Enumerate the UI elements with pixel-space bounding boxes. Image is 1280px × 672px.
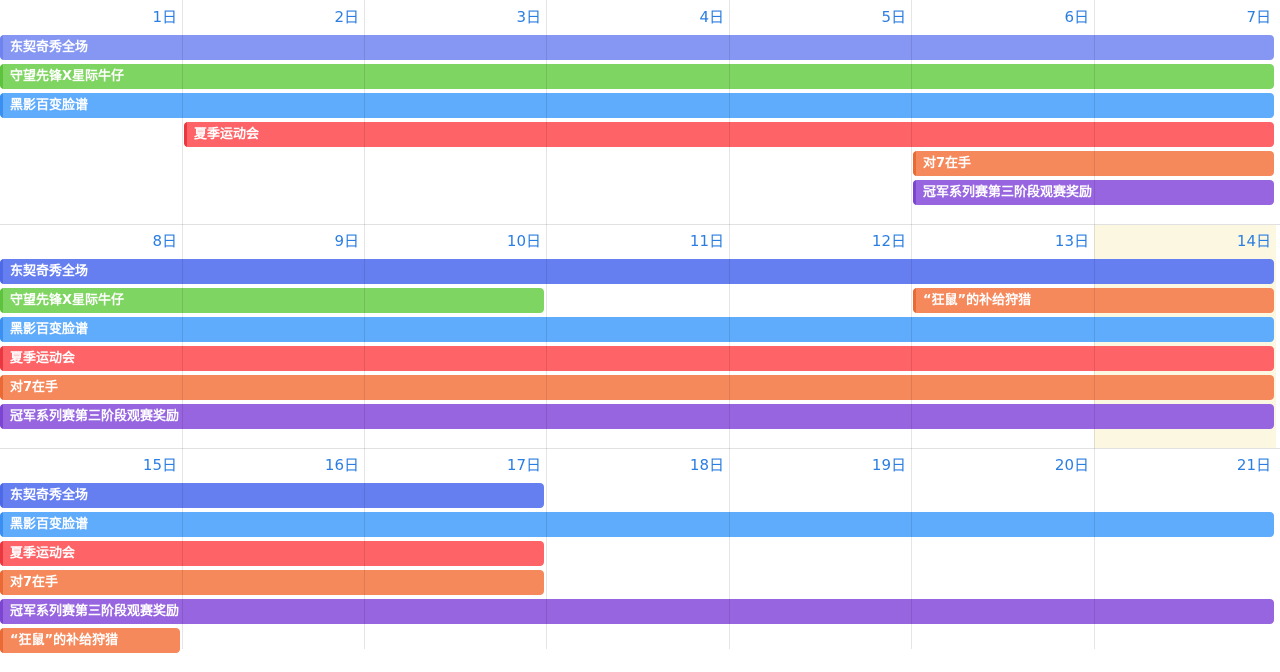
day-number[interactable]: 15日 <box>142 456 177 474</box>
day-number[interactable]: 18日 <box>689 456 724 474</box>
event-color-edge <box>0 288 3 313</box>
event-title: 东契奇秀全场 <box>10 264 89 279</box>
event-bar[interactable]: 对7在手 <box>0 375 1274 400</box>
event-title: 夏季运动会 <box>194 127 260 142</box>
day-number[interactable]: 1日 <box>152 8 177 26</box>
day-column-divider <box>182 0 183 649</box>
event-title: 守望先锋X星际牛仔 <box>10 293 125 308</box>
day-column-divider <box>546 0 547 649</box>
day-column-divider <box>911 0 912 649</box>
day-number[interactable]: 20日 <box>1054 456 1089 474</box>
event-title: 东契奇秀全场 <box>10 40 89 55</box>
event-title: 夏季运动会 <box>10 546 76 561</box>
event-bar[interactable]: 黑影百变脸谱 <box>0 512 1274 537</box>
event-color-edge <box>913 288 916 313</box>
day-number[interactable]: 21日 <box>1236 456 1271 474</box>
day-number[interactable]: 7日 <box>1246 8 1271 26</box>
event-title: 冠军系列赛第三阶段观赛奖励 <box>10 604 180 619</box>
event-bar[interactable]: 夏季运动会 <box>0 541 544 566</box>
day-number[interactable]: 9日 <box>334 232 359 250</box>
event-bar[interactable]: 守望先锋X星际牛仔 <box>0 64 1274 89</box>
event-color-edge <box>0 259 3 284</box>
event-title: 对7在手 <box>10 380 59 395</box>
event-bar[interactable]: 黑影百变脸谱 <box>0 317 1274 342</box>
event-title: 黑影百变脸谱 <box>10 322 89 337</box>
event-title: 冠军系列赛第三阶段观赛奖励 <box>10 409 180 424</box>
event-color-edge <box>0 317 3 342</box>
event-color-edge <box>0 599 3 624</box>
week-row: 1日 2日 3日 4日 5日 6日 7日东契奇秀全场守望先锋X星际牛仔 黑影百变脸谱夏季运动会… <box>0 0 1280 224</box>
event-bar[interactable]: 冠军系列赛第三阶段观赛奖励 <box>0 404 1274 429</box>
week-row: 15日 16日 17日 18日 19日 20日 21日东契奇秀全场 黑影百变脸谱 夏季运动会对7… <box>0 448 1280 672</box>
event-color-edge <box>0 64 3 89</box>
event-bar[interactable]: 夏季运动会 <box>0 346 1274 371</box>
event-bar[interactable]: “狂鼠”的补给狩猎 <box>913 288 1274 313</box>
event-bar[interactable]: 冠军系列赛第三阶段观赛奖励 <box>0 599 1274 624</box>
event-title: 黑影百变脸谱 <box>10 98 89 113</box>
day-column-divider <box>1094 0 1095 649</box>
event-color-edge <box>184 122 187 147</box>
event-color-edge <box>0 404 3 429</box>
week-separator <box>0 224 1280 225</box>
day-number[interactable]: 19日 <box>871 456 906 474</box>
event-bar[interactable]: 夏季运动会 <box>184 122 1274 147</box>
day-column-divider <box>364 0 365 649</box>
event-color-edge <box>0 375 3 400</box>
event-title: “狂鼠”的补给狩猎 <box>923 293 1032 308</box>
event-color-edge <box>0 93 3 118</box>
day-number[interactable]: 4日 <box>699 8 724 26</box>
day-number[interactable]: 13日 <box>1054 232 1089 250</box>
event-color-edge <box>0 35 3 60</box>
event-title: 对7在手 <box>923 156 972 171</box>
day-number[interactable]: 8日 <box>152 232 177 250</box>
day-number[interactable]: 12日 <box>871 232 906 250</box>
day-number[interactable]: 3日 <box>516 8 541 26</box>
event-bar[interactable]: 对7在手 <box>913 151 1274 176</box>
event-color-edge <box>913 180 916 205</box>
event-bar[interactable]: 黑影百变脸谱 <box>0 93 1274 118</box>
event-title: 守望先锋X星际牛仔 <box>10 69 125 84</box>
day-number[interactable]: 11日 <box>689 232 724 250</box>
event-bar[interactable]: 守望先锋X星际牛仔 <box>0 288 544 313</box>
day-number[interactable]: 6日 <box>1064 8 1089 26</box>
event-bar[interactable]: 对7在手 <box>0 570 544 595</box>
event-bar[interactable]: 东契奇秀全场 <box>0 483 544 508</box>
week-separator <box>0 448 1280 449</box>
day-number[interactable]: 5日 <box>881 8 906 26</box>
day-number[interactable]: 10日 <box>506 232 541 250</box>
event-title: 黑影百变脸谱 <box>10 517 89 532</box>
event-bar[interactable]: 冠军系列赛第三阶段观赛奖励 <box>913 180 1274 205</box>
event-color-edge <box>0 570 3 595</box>
event-title: 冠军系列赛第三阶段观赛奖励 <box>923 185 1093 200</box>
event-color-edge <box>0 346 3 371</box>
event-color-edge <box>913 151 916 176</box>
event-title: 对7在手 <box>10 575 59 590</box>
day-number[interactable]: 16日 <box>324 456 359 474</box>
week-row: 8日 9日 10日 11日 12日 13日 14日东契奇秀全场守望先锋X星际牛仔 “狂鼠”的补… <box>0 224 1280 448</box>
day-number[interactable]: 2日 <box>334 8 359 26</box>
event-bar[interactable]: 东契奇秀全场 <box>0 35 1274 60</box>
event-bar[interactable]: “狂鼠”的补给狩猎 <box>0 628 180 653</box>
day-number[interactable]: 17日 <box>506 456 541 474</box>
day-column-divider <box>729 0 730 649</box>
day-number[interactable]: 14日 <box>1236 232 1271 250</box>
event-color-edge <box>0 541 3 566</box>
event-color-edge <box>0 512 3 537</box>
event-title: 东契奇秀全场 <box>10 488 89 503</box>
event-bar[interactable]: 东契奇秀全场 <box>0 259 1274 284</box>
event-title: 夏季运动会 <box>10 351 76 366</box>
calendar-month-grid: 1日 2日 3日 4日 5日 6日 7日 东契奇秀全场 守望先锋X星际牛仔 黑影百变脸谱 夏季运动会… <box>0 0 1280 653</box>
event-title: “狂鼠”的补给狩猎 <box>10 633 119 648</box>
event-color-edge <box>0 483 3 508</box>
event-color-edge <box>0 628 3 653</box>
